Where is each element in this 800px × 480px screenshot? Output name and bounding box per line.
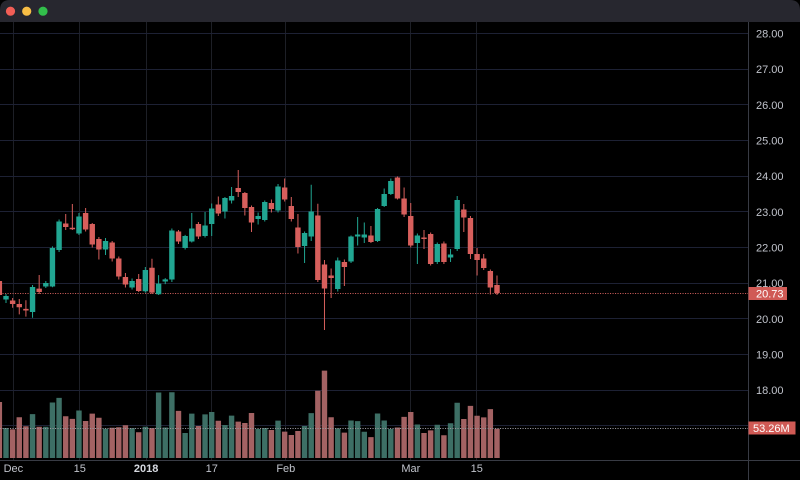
svg-text:15: 15	[471, 463, 483, 475]
svg-text:22.00: 22.00	[756, 243, 784, 255]
svg-text:24.00: 24.00	[756, 171, 784, 183]
svg-text:19.00: 19.00	[756, 350, 784, 362]
svg-text:Feb: Feb	[276, 463, 295, 475]
svg-text:18.00: 18.00	[756, 385, 784, 397]
svg-text:2018: 2018	[134, 463, 158, 475]
svg-text:15: 15	[74, 463, 86, 475]
svg-text:53.26M: 53.26M	[753, 423, 790, 435]
svg-text:Dec: Dec	[4, 463, 24, 475]
svg-text:20.73: 20.73	[756, 288, 784, 300]
svg-text:25.00: 25.00	[756, 135, 784, 147]
svg-text:Mar: Mar	[401, 463, 420, 475]
svg-text:17: 17	[206, 463, 218, 475]
svg-text:27.00: 27.00	[756, 64, 784, 76]
svg-text:28.00: 28.00	[756, 28, 784, 40]
svg-text:23.00: 23.00	[756, 207, 784, 219]
svg-text:20.00: 20.00	[756, 314, 784, 326]
svg-text:26.00: 26.00	[756, 100, 784, 112]
